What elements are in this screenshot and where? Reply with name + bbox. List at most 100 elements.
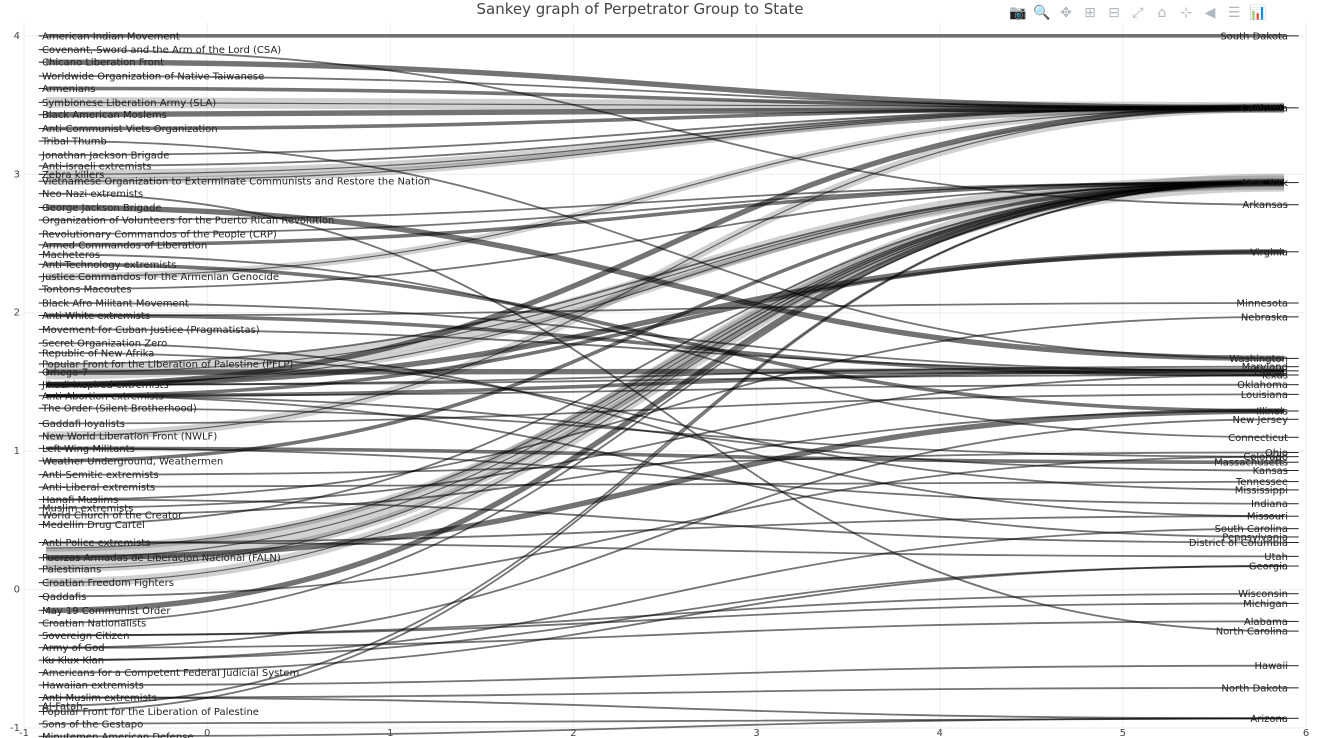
plotly-logo-icon[interactable]: 📊	[1249, 5, 1267, 21]
pan-icon[interactable]: ✥	[1060, 5, 1072, 21]
y-tick-label: -1	[10, 723, 20, 734]
source-label: Anti-White extremists	[42, 311, 150, 322]
sankey-link[interactable]	[45, 181, 1285, 291]
sankey-link[interactable]	[45, 394, 1285, 472]
sankey-link[interactable]	[45, 140, 1285, 360]
source-label: Armenians	[42, 84, 95, 95]
sankey-link[interactable]	[45, 696, 1285, 720]
sankey-link[interactable]	[45, 249, 1285, 388]
target-label: Virginia	[1250, 247, 1288, 258]
target-label: Florida	[1254, 366, 1288, 377]
sankey-link[interactable]	[45, 383, 1285, 397]
sankey-link[interactable]	[45, 253, 1285, 439]
x-tick-label: 3	[753, 728, 759, 738]
target-label: Arkansas	[1242, 200, 1288, 211]
sankey-link[interactable]	[45, 365, 1285, 386]
y-tick-label: 3	[14, 169, 20, 180]
source-label: Muslim extremists	[42, 503, 133, 514]
label-layer: American Indian Movement Covenant, Sword …	[41, 31, 1288, 738]
sankey-link[interactable]	[45, 180, 1285, 463]
source-label: Revolutionary Commandos of the People (C…	[42, 229, 277, 240]
sankey-link[interactable]	[45, 48, 1285, 206]
sankey-link[interactable]	[45, 592, 1285, 637]
sankey-link[interactable]	[45, 446, 1285, 465]
target-label: Michigan	[1243, 599, 1288, 610]
autoscale-icon[interactable]: ⤢	[1132, 5, 1144, 21]
target-label: District of Columbia	[1189, 538, 1288, 549]
target-label: New York	[1242, 178, 1288, 189]
zoom-in-icon[interactable]: ⊞	[1084, 5, 1096, 21]
x-tick-label: 4	[937, 728, 943, 738]
sankey-link[interactable]	[45, 447, 1285, 505]
source-label: Zebra killers	[42, 170, 104, 181]
target-label: New Jersey	[1233, 415, 1289, 426]
sankey-link[interactable]	[45, 686, 1285, 699]
target-label: South Carolina	[1215, 524, 1288, 535]
sankey-link[interactable]	[45, 106, 1285, 156]
sankey-link[interactable]	[45, 418, 1285, 649]
sankey-link[interactable]	[45, 620, 1285, 649]
target-label: Indiana	[1251, 499, 1288, 510]
sankey-link[interactable]	[45, 302, 1285, 317]
sankey-link[interactable]	[45, 410, 1285, 516]
zoom-icon[interactable]: 🔍	[1033, 5, 1051, 21]
sankey-link[interactable]	[45, 455, 1285, 598]
hover-closest-icon[interactable]: ◀	[1204, 5, 1216, 21]
target-label: Texas	[1259, 371, 1288, 382]
sankey-link[interactable]	[45, 315, 1285, 501]
sankey-link[interactable]	[45, 351, 1285, 491]
source-label: Popular Front for the Liberation of Pale…	[42, 359, 293, 370]
source-label: Anti-Israeli extremists	[42, 161, 152, 172]
sankey-link[interactable]	[45, 105, 1285, 388]
sankey-link[interactable]	[45, 181, 1285, 221]
spike-lines-icon[interactable]: ⊹	[1180, 5, 1192, 21]
source-label: Medellin Drug Cartel	[42, 520, 145, 531]
sankey-link[interactable]	[45, 527, 1285, 662]
source-label: Tribal Thumb	[41, 137, 107, 148]
sankey-link[interactable]	[45, 181, 1285, 365]
source-label: Black American Moslems	[42, 110, 167, 121]
sankey-link[interactable]	[45, 565, 1285, 674]
y-tick-label: 2	[14, 308, 20, 319]
source-label: Army of God	[42, 643, 105, 654]
source-label: Croatian Freedom Fighters	[42, 578, 174, 589]
sankey-link[interactable]	[45, 204, 1285, 362]
sankey-link[interactable]	[45, 394, 1285, 538]
source-label: Qaddafis	[42, 592, 86, 603]
source-label: George Jackson Brigade	[42, 203, 162, 214]
target-label: Oklahoma	[1237, 380, 1288, 391]
target-label: Missouri	[1247, 512, 1288, 523]
sankey-link[interactable]	[45, 75, 1285, 109]
target-label: Minnesota	[1236, 299, 1288, 310]
target-label: Utah	[1264, 552, 1288, 563]
sankey-link[interactable]	[45, 302, 1285, 372]
sankey-link[interactable]	[45, 374, 1285, 509]
source-label: Omega-7	[42, 368, 88, 379]
zoom-out-icon[interactable]: ⊟	[1108, 5, 1120, 21]
hover-compare-icon[interactable]: ☰	[1227, 5, 1241, 21]
sankey-link[interactable]	[45, 717, 1285, 725]
sankey-link[interactable]	[45, 181, 1285, 526]
sankey-link[interactable]	[45, 498, 1285, 544]
source-label: Worldwide Organization of Native Taiwane…	[42, 71, 264, 82]
y-tick-label: 1	[14, 446, 20, 457]
sankey-link[interactable]	[45, 515, 1285, 544]
sankey-link[interactable]	[45, 106, 1285, 131]
source-label: Weather Underground, Weathermen	[42, 456, 223, 467]
sankey-link[interactable]	[45, 181, 1285, 713]
target-label: Massachusetts	[1214, 458, 1288, 469]
sankey-link[interactable]	[45, 192, 1285, 632]
home-icon[interactable]: ⌂	[1157, 5, 1167, 21]
target-label: Tennessee	[1235, 477, 1288, 488]
x-tick-label: 5	[1120, 728, 1126, 738]
x-tick-label: 0	[204, 728, 210, 738]
sankey-link[interactable]	[45, 541, 1285, 558]
sankey-link[interactable]	[45, 664, 1285, 686]
camera-icon[interactable]: 📷	[1009, 5, 1027, 21]
target-label: Wisconsin	[1238, 589, 1288, 600]
target-label: Maryland	[1242, 362, 1288, 373]
sankey-link[interactable]	[45, 181, 1285, 624]
source-label: Jihadi-inspired extremists	[41, 380, 169, 391]
x-tick-label: 2	[570, 728, 576, 738]
